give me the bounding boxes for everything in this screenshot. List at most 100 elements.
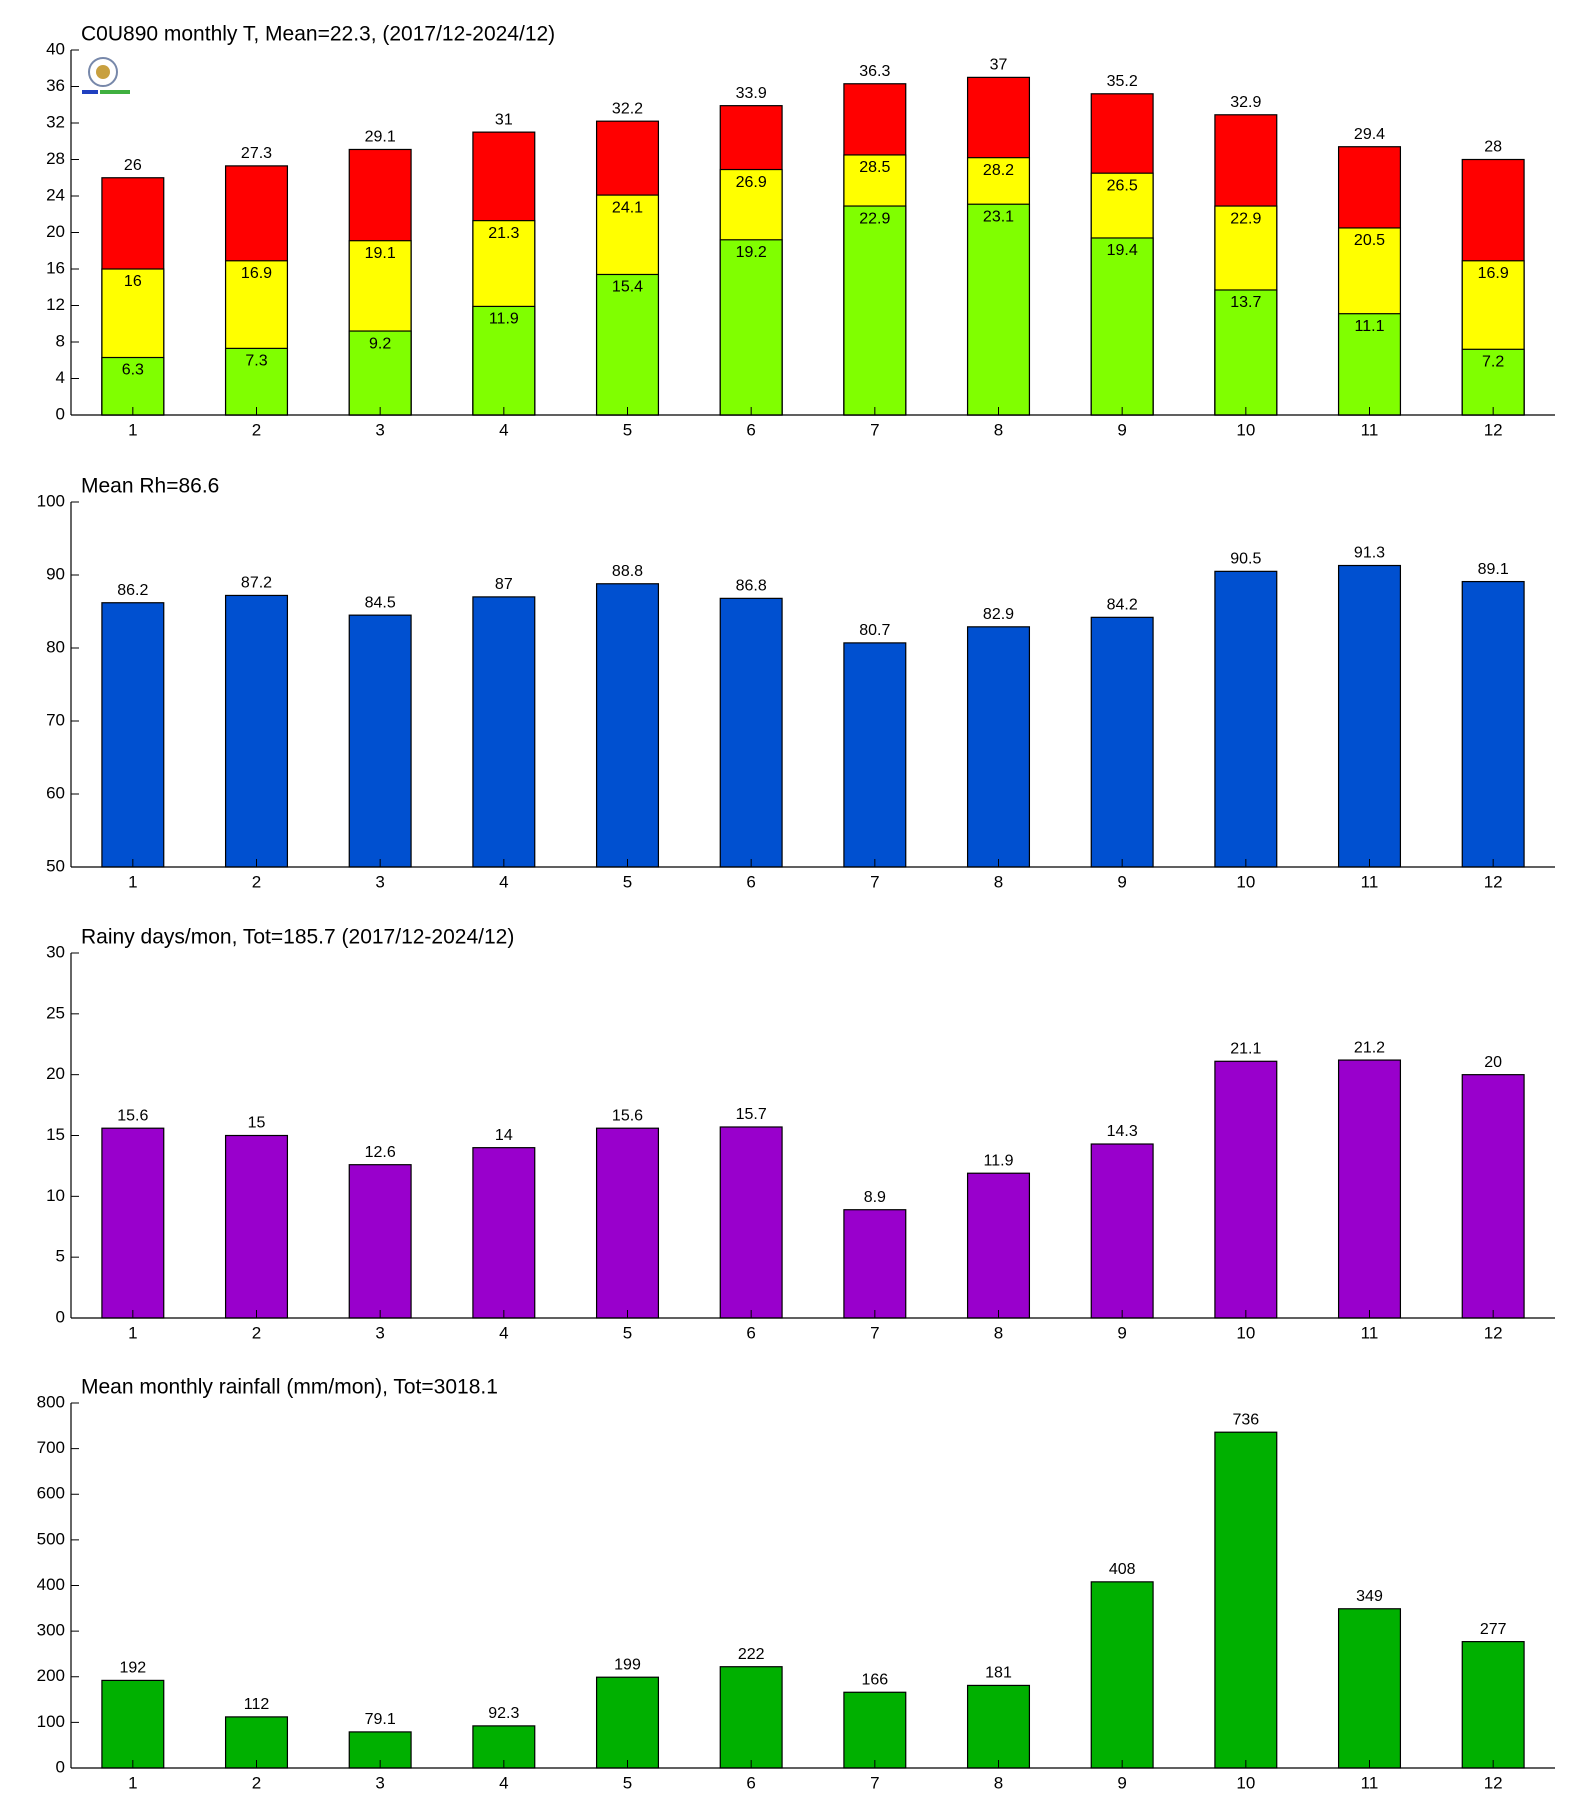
y-tick-label: 15: [46, 1125, 65, 1144]
x-tick-label: 11: [1361, 1323, 1379, 1342]
value-label: 86.8: [736, 578, 767, 595]
x-tick-label: 5: [623, 420, 632, 439]
y-tick-label: 20: [46, 222, 65, 241]
bar: [595, 273, 660, 416]
x-tick-label: 8: [994, 1773, 1003, 1792]
value-label: 16.9: [241, 265, 272, 282]
value-label: 7.2: [1482, 354, 1504, 371]
value-label: 35.2: [1107, 73, 1138, 90]
bar: [1337, 1608, 1402, 1769]
x-tick-label: 4: [499, 1323, 508, 1342]
x-tick-label: 10: [1236, 872, 1255, 891]
value-label: 19.4: [1107, 242, 1138, 259]
y-tick-label: 100: [37, 1712, 65, 1731]
bar: [101, 356, 165, 416]
bar: [1214, 1060, 1278, 1319]
y-tick-label: 0: [56, 404, 65, 423]
x-tick-label: 3: [375, 1773, 384, 1792]
bar: [966, 626, 1031, 868]
bar: [348, 330, 412, 416]
x-tick-label: 6: [746, 420, 755, 439]
x-tick-label: 11: [1361, 420, 1379, 439]
bar: [224, 347, 289, 416]
y-tick-label: 100: [37, 491, 65, 510]
y-tick-label: 80: [46, 637, 65, 656]
bar: [101, 1127, 165, 1319]
value-label: 7.3: [245, 353, 267, 370]
bar: [472, 596, 536, 868]
x-tick-label: 9: [1117, 872, 1126, 891]
value-label: 11.1: [1355, 318, 1385, 335]
bar: [1337, 564, 1402, 868]
bar: [348, 614, 412, 868]
bar: [1337, 313, 1402, 416]
y-tick-label: 8: [56, 331, 65, 350]
value-label: 21.1: [1230, 1041, 1261, 1058]
value-label: 13.7: [1230, 294, 1261, 311]
value-label: 408: [1109, 1561, 1136, 1578]
x-tick-label: 2: [252, 1323, 261, 1342]
x-tick-label: 12: [1484, 872, 1503, 891]
value-label: 14.3: [1107, 1123, 1138, 1140]
logo: [82, 57, 130, 94]
chart-title: Mean Rh=86.6: [81, 475, 219, 498]
x-tick-label: 5: [623, 1323, 632, 1342]
value-label: 20: [1484, 1054, 1502, 1071]
x-tick-label: 7: [870, 420, 879, 439]
bar: [719, 597, 783, 868]
value-label: 89.1: [1478, 561, 1509, 578]
value-label: 222: [738, 1646, 765, 1663]
value-label: 88.8: [612, 563, 643, 580]
value-label: 19.1: [365, 245, 396, 262]
x-tick-label: 8: [994, 1323, 1003, 1342]
value-label: 20.5: [1354, 232, 1385, 249]
bar: [224, 594, 289, 868]
value-label: 32.9: [1230, 94, 1261, 111]
value-label: 192: [119, 1660, 146, 1677]
y-tick-label: 36: [46, 76, 65, 95]
bar: [1461, 348, 1525, 416]
value-label: 28.5: [859, 159, 890, 176]
x-tick-label: 1: [128, 1773, 137, 1792]
x-tick-label: 2: [252, 1773, 261, 1792]
bar: [1214, 1431, 1278, 1769]
bar: [966, 1172, 1031, 1319]
bar: [1214, 289, 1278, 416]
value-label: 79.1: [365, 1711, 396, 1728]
value-label: 29.1: [365, 129, 396, 146]
value-label: 15.6: [117, 1107, 148, 1124]
y-tick-label: 50: [46, 856, 65, 875]
y-tick-label: 700: [37, 1438, 65, 1457]
y-tick-label: 90: [46, 564, 65, 583]
value-label: 36.3: [859, 63, 890, 80]
value-label: 11.9: [984, 1152, 1014, 1169]
x-tick-label: 2: [252, 872, 261, 891]
value-label: 31: [495, 111, 513, 128]
value-label: 32.2: [612, 100, 643, 117]
value-label: 8.9: [864, 1189, 886, 1206]
value-label: 14: [495, 1127, 513, 1144]
x-tick-label: 10: [1236, 420, 1255, 439]
x-tick-label: 12: [1484, 420, 1503, 439]
x-tick-label: 8: [994, 872, 1003, 891]
y-tick-label: 25: [46, 1003, 65, 1022]
y-tick-label: 5: [56, 1247, 65, 1266]
value-label: 26.5: [1107, 177, 1138, 194]
x-tick-label: 7: [870, 1323, 879, 1342]
x-tick-label: 7: [870, 872, 879, 891]
y-tick-label: 28: [46, 149, 65, 168]
x-tick-label: 12: [1484, 1773, 1503, 1792]
value-label: 26: [124, 157, 142, 174]
x-tick-label: 3: [375, 872, 384, 891]
value-label: 27.3: [241, 145, 272, 162]
chart-title: Rainy days/mon, Tot=185.7 (2017/12-2024/…: [81, 926, 514, 949]
value-label: 15.7: [736, 1106, 767, 1123]
value-label: 15.4: [612, 279, 643, 296]
y-tick-label: 4: [56, 368, 65, 387]
value-label: 33.9: [736, 85, 767, 102]
x-tick-label: 10: [1236, 1773, 1255, 1792]
value-label: 736: [1232, 1411, 1259, 1428]
value-label: 181: [985, 1665, 1012, 1682]
x-tick-label: 7: [870, 1773, 879, 1792]
